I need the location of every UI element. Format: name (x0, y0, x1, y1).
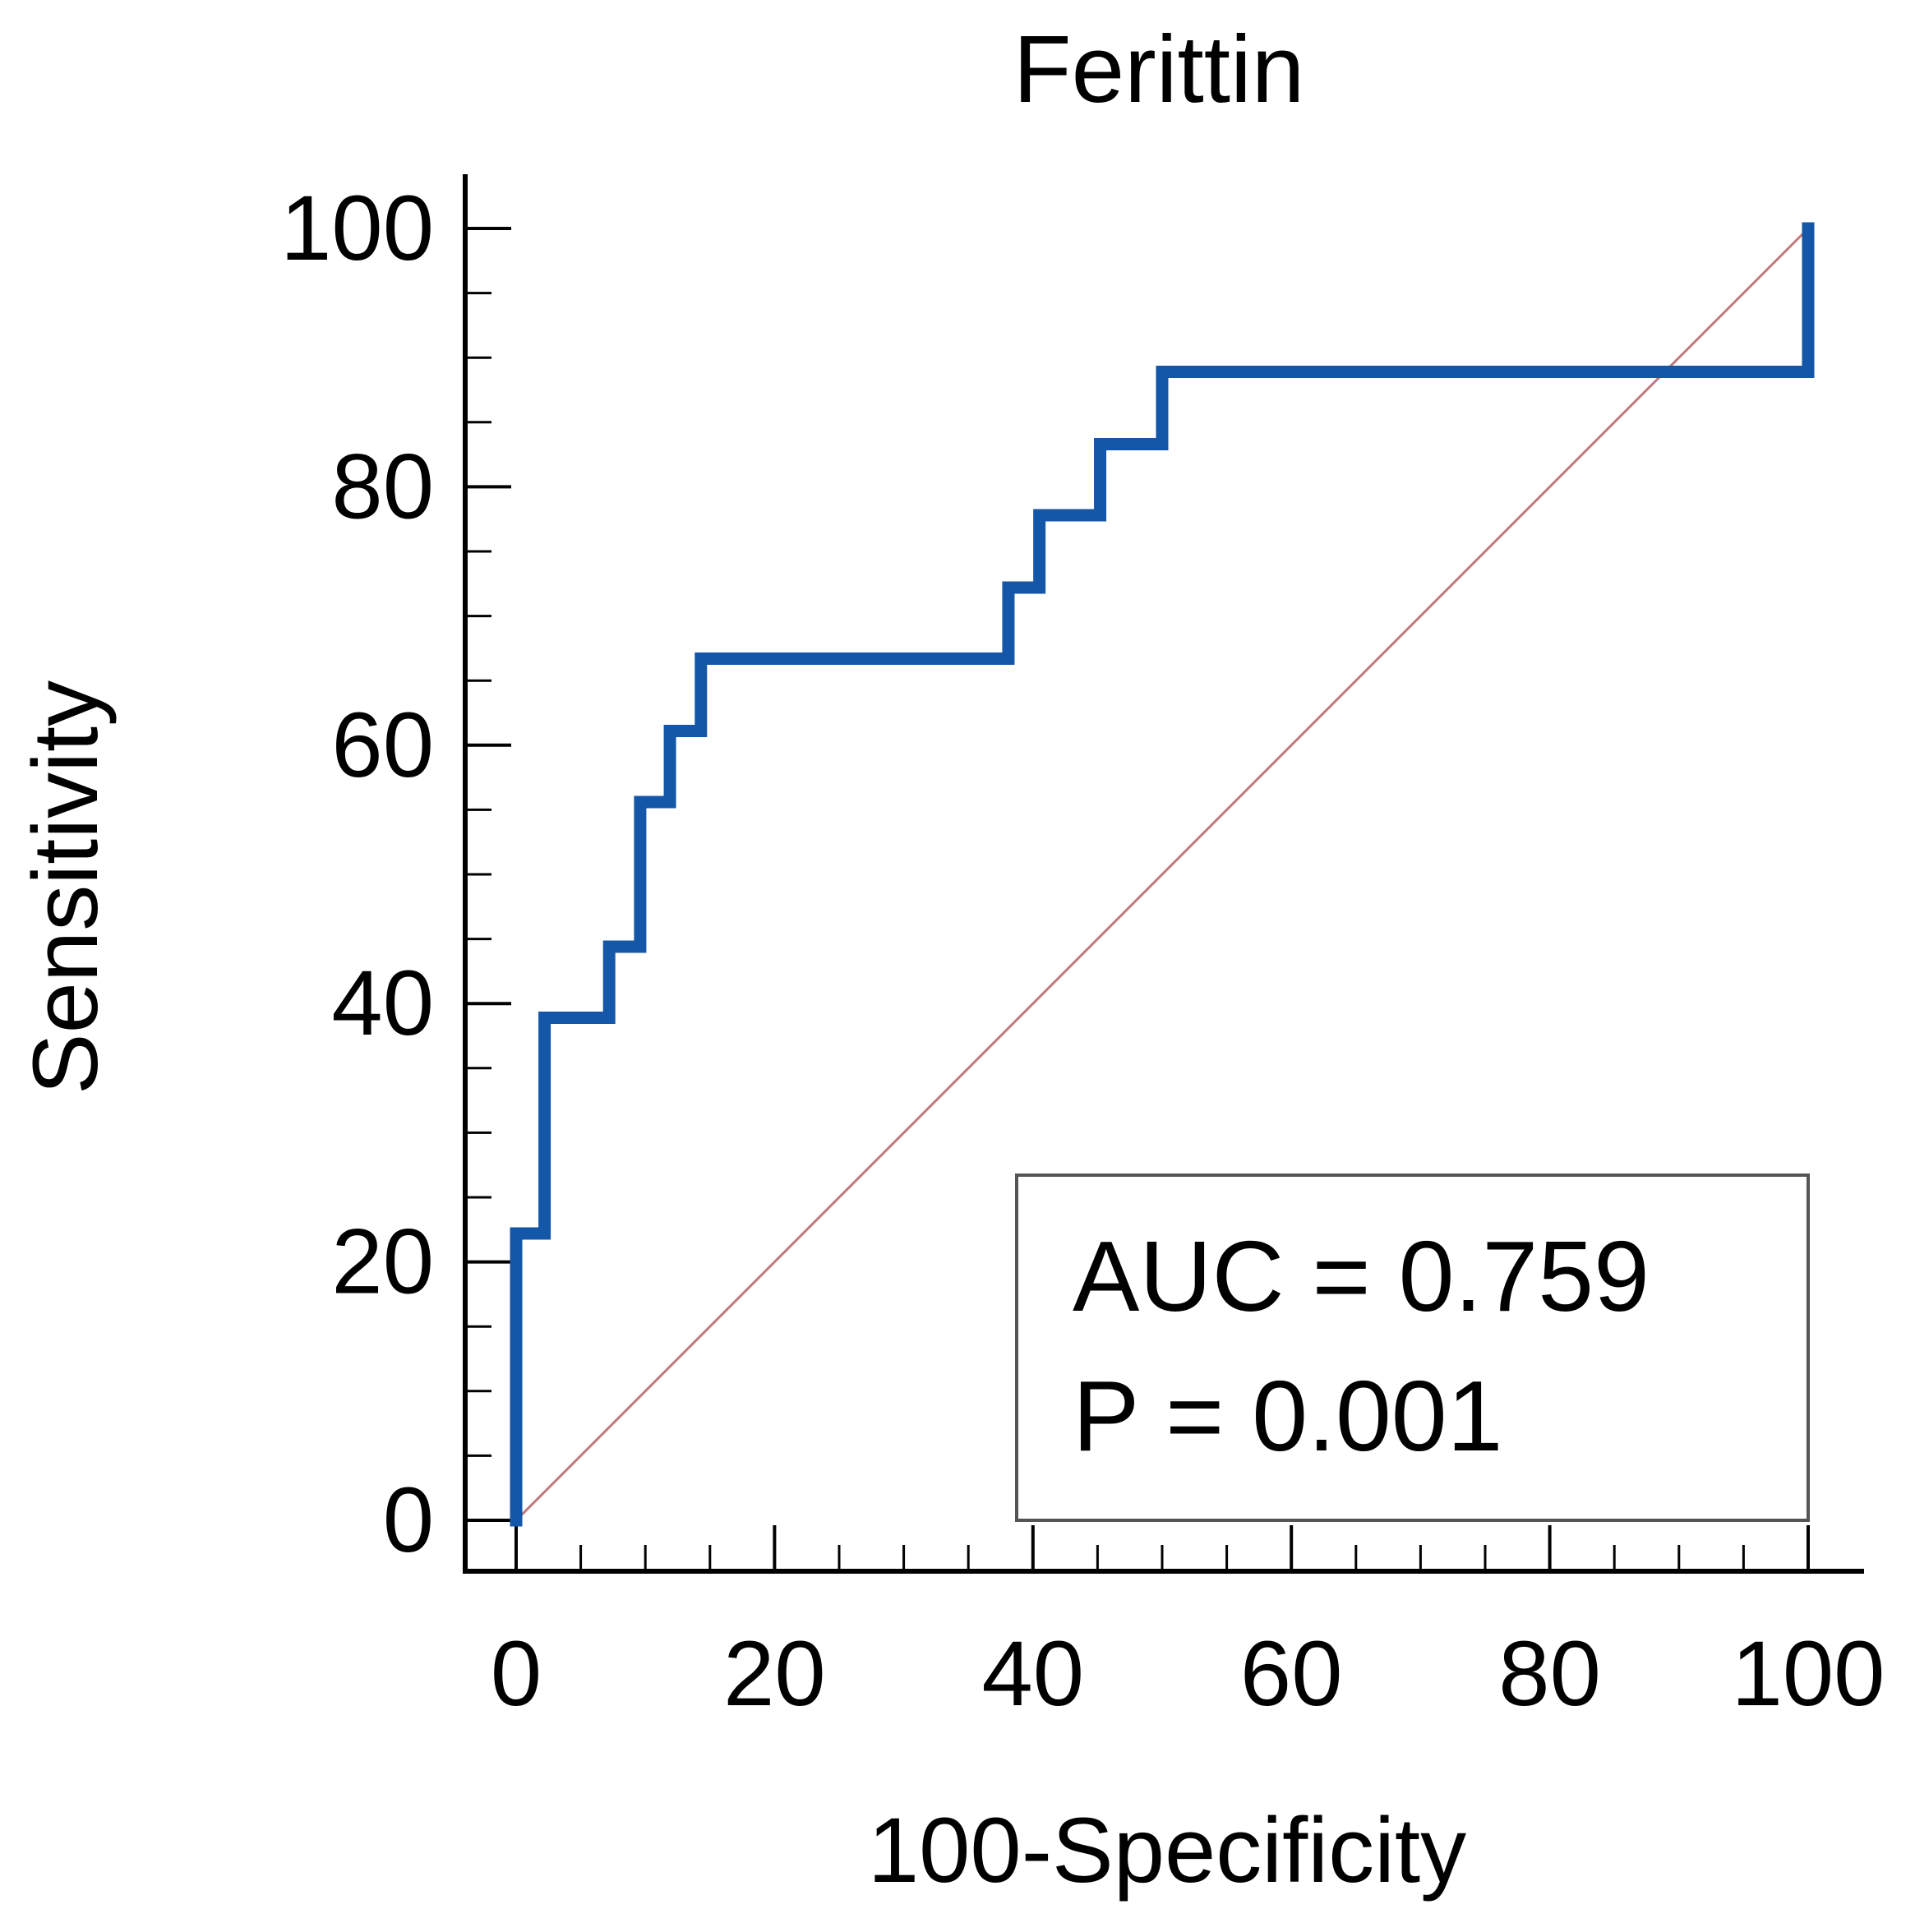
y-tick-label: 80 (331, 435, 434, 537)
y-tick-label: 60 (331, 694, 434, 796)
y-tick-label: 20 (331, 1210, 434, 1313)
x-tick-label: 0 (491, 1622, 542, 1725)
p-value-annotation: P = 0.001 (1073, 1360, 1503, 1472)
y-tick-label: 100 (280, 177, 434, 279)
roc-curve-line (510, 222, 1815, 1527)
y-axis-label: Sensitivity (14, 680, 117, 1095)
x-tick-label: 20 (723, 1622, 826, 1725)
x-tick-label: 40 (982, 1622, 1085, 1725)
y-tick-label: 0 (383, 1469, 434, 1571)
y-tick-label: 40 (331, 952, 434, 1054)
x-tick-label: 80 (1498, 1622, 1601, 1725)
chart-title: Ferittin (1013, 16, 1305, 122)
reference-diagonal-line (515, 227, 1810, 1522)
auc-annotation: AUC = 0.759 (1073, 1220, 1650, 1332)
annotation-box: AUC = 0.759 P = 0.001 (1015, 1173, 1810, 1522)
x-axis-label: 100-Specificity (868, 1799, 1466, 1902)
annotation-frame (1015, 1173, 1810, 1522)
plot-area: 0 20 40 60 80 100 0 20 40 60 80 100 (280, 174, 1885, 1725)
x-tick-label: 60 (1240, 1622, 1343, 1725)
x-tick-label: 100 (1732, 1622, 1885, 1725)
